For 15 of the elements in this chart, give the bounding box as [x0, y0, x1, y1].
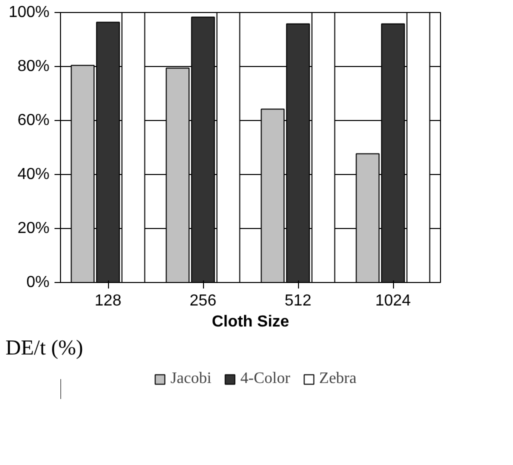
x-tick-label: 128 — [94, 292, 122, 310]
y-axis-title: DE/t (%) — [6, 336, 84, 360]
x-tick-label: 256 — [190, 292, 216, 310]
x-tick-label: 512 — [284, 292, 312, 310]
y-tick-label: 40% — [17, 166, 50, 183]
x-axis-title: Cloth Size — [212, 314, 290, 330]
y-tick-label: 80% — [17, 58, 50, 75]
y-tick-label: 60% — [17, 112, 50, 129]
y-tick-label: 100% — [8, 4, 50, 21]
x-tick-label: 1024 — [375, 292, 411, 310]
y-tick-label: 20% — [17, 220, 50, 237]
legend-label: Zebra — [319, 370, 356, 388]
y-tick-label: 0% — [26, 274, 50, 291]
legend-label: 4-Color — [240, 370, 290, 388]
legend-label: Jacobi — [170, 370, 212, 388]
